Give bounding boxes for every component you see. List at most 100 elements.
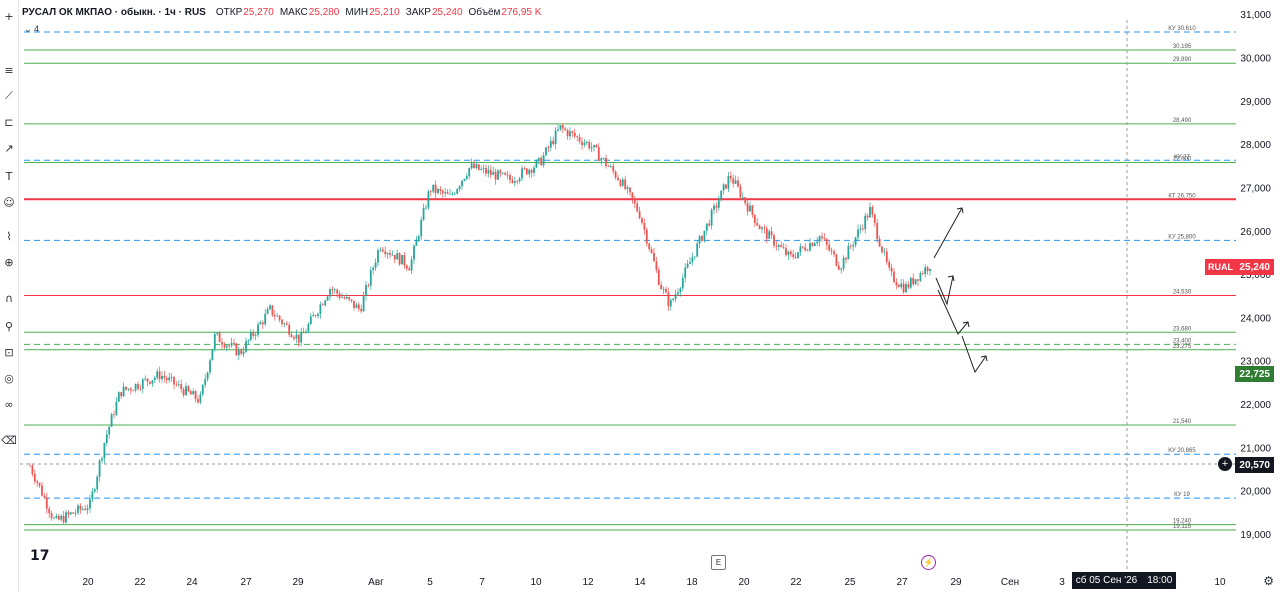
candle-body (624, 179, 627, 190)
candle-body (62, 515, 65, 523)
candle-body (290, 334, 293, 338)
candle-body (907, 284, 910, 288)
candle-body (597, 147, 600, 161)
candle-body (463, 178, 466, 181)
emoji-icon[interactable]: ☺ (3, 195, 15, 209)
candle-body (854, 237, 857, 246)
level-label: 23,680 (1173, 326, 1192, 332)
candle-body (852, 245, 855, 247)
candle-body (60, 515, 63, 520)
candle-body (521, 168, 523, 179)
pitchfork-icon[interactable]: ⟋ (5, 89, 13, 102)
candle-body (585, 141, 588, 143)
trash-icon[interactable]: ⌫ (1, 433, 17, 447)
layers-toggle[interactable]: ⌄ 4 (24, 24, 40, 34)
candle-body (523, 168, 526, 170)
candle-body (873, 214, 876, 223)
eye-icon[interactable]: ◎ (4, 371, 14, 385)
candle-body (871, 206, 874, 215)
price-axis: 31,000 30,000 29,000 28,000 27,000 26,000 25,0… (1240, 10, 1271, 541)
candle-body (799, 246, 802, 253)
candle-body (43, 495, 46, 498)
candle-body (57, 515, 60, 520)
bolt-icon[interactable]: ⚡ (921, 555, 936, 570)
candle-body (329, 289, 331, 297)
candle-body (578, 136, 581, 142)
candle-body (266, 309, 269, 314)
candle-body (506, 174, 509, 176)
magnet-icon[interactable]: ∩ (4, 291, 14, 305)
lock-drawing-icon[interactable]: ⚲ (4, 319, 14, 333)
candle-body (489, 169, 492, 175)
link-icon[interactable]: ∞ (4, 397, 14, 411)
candle-body (168, 377, 171, 381)
candle-body (309, 316, 312, 325)
candle-body (437, 188, 439, 193)
candle-body (235, 343, 238, 356)
candle-body (415, 239, 418, 246)
ruler-icon[interactable]: ⌇ (6, 229, 12, 243)
arrow-head (962, 321, 970, 328)
candle-body (417, 236, 420, 240)
time-tooltip: сб 05 Сен '26 18:00 (1072, 572, 1176, 589)
symbol-price-badge-label: RUAL (1205, 259, 1236, 275)
candle-body (429, 191, 432, 193)
candle-body (410, 259, 413, 271)
candle-body (566, 130, 569, 137)
add-level-button[interactable]: + (1218, 457, 1232, 471)
trendline-icon[interactable]: ≡ (4, 63, 14, 77)
candle-body (41, 485, 43, 496)
candle-body (588, 141, 591, 149)
candle-body (247, 339, 250, 342)
candle-body (681, 277, 684, 289)
candle-body (518, 178, 521, 182)
crosshair-icon[interactable]: + (4, 9, 14, 23)
candle-body (381, 249, 384, 252)
level-label: 24,530 (1173, 289, 1192, 295)
candle-body (367, 284, 370, 286)
candle-body (643, 223, 646, 230)
candle-body (228, 345, 231, 347)
zoom-icon[interactable]: ⊕ (4, 255, 14, 269)
candle-body (729, 175, 732, 179)
y-tick-label: 29,000 (1240, 97, 1271, 108)
level-label: КУ 19 (1174, 492, 1190, 498)
text-icon[interactable]: T (5, 169, 13, 183)
candle-body (288, 324, 291, 335)
candle-body (816, 241, 819, 244)
close-value: 25,240 (431, 6, 463, 18)
candle-body (715, 205, 718, 208)
e-icon[interactable]: E (711, 555, 726, 570)
lock-icon[interactable]: ⊡ (4, 345, 14, 359)
forecast-arrows (933, 207, 988, 374)
fib-icon[interactable]: ⊏ (4, 115, 14, 129)
candle-body (295, 334, 298, 339)
candle-body (177, 384, 180, 385)
candle-body (350, 299, 353, 301)
level-label: КУ 30,610 (1168, 26, 1196, 32)
candle-body (840, 268, 843, 270)
candle-body (734, 180, 737, 184)
candle-body (746, 203, 749, 212)
candle-body (96, 476, 99, 490)
candle-body (902, 283, 905, 293)
candle-body (389, 253, 391, 255)
candle-body (465, 176, 468, 179)
forecast-arrow (937, 289, 969, 335)
candle-body (645, 229, 648, 244)
candle-body (535, 160, 538, 168)
candle-body (189, 391, 192, 395)
candle-body (453, 193, 456, 195)
brush-icon[interactable]: ↗ (4, 141, 14, 155)
candle-body (641, 218, 643, 224)
candle-body (269, 305, 271, 310)
candle-body (480, 168, 483, 170)
candle-body (533, 167, 535, 173)
candle-body (456, 189, 459, 194)
candle-body (285, 323, 288, 325)
candle-body (170, 376, 173, 378)
symbol-name[interactable]: РУСАЛ ОК МКПАО · обыкн. · 1ч · RUS (22, 6, 206, 18)
gear-icon[interactable]: ⚙ (1263, 574, 1274, 588)
x-tick-label: 24 (186, 577, 198, 588)
